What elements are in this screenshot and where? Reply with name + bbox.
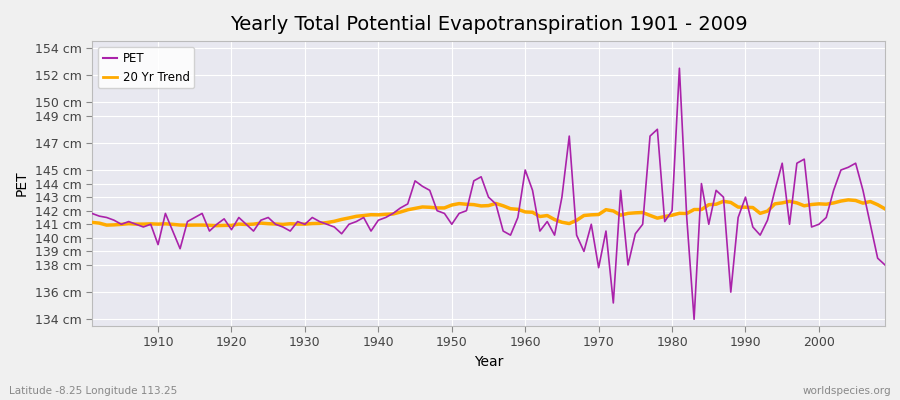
PET: [351, 219, 362, 224]
PET: [608, 300, 618, 305]
Y-axis label: PET: PET: [15, 171, 29, 196]
PET: [512, 215, 523, 220]
20 Yr Trend: [314, 221, 325, 226]
PET: [520, 168, 531, 172]
Legend: PET, 20 Yr Trend: PET, 20 Yr Trend: [98, 47, 194, 88]
20 Yr Trend: [358, 213, 369, 218]
Text: worldspecies.org: worldspecies.org: [803, 386, 891, 396]
PET: [86, 211, 97, 216]
PET: [674, 66, 685, 71]
Line: 20 Yr Trend: 20 Yr Trend: [92, 200, 885, 226]
PET: [145, 222, 156, 227]
20 Yr Trend: [879, 206, 890, 211]
20 Yr Trend: [86, 220, 97, 225]
X-axis label: Year: Year: [473, 355, 503, 369]
Text: Latitude -8.25 Longitude 113.25: Latitude -8.25 Longitude 113.25: [9, 386, 177, 396]
20 Yr Trend: [527, 210, 538, 215]
20 Yr Trend: [616, 213, 626, 218]
PET: [688, 317, 699, 322]
20 Yr Trend: [843, 198, 854, 202]
Line: PET: PET: [92, 68, 885, 319]
20 Yr Trend: [145, 222, 156, 226]
PET: [307, 215, 318, 220]
PET: [879, 262, 890, 267]
Title: Yearly Total Potential Evapotranspiration 1901 - 2009: Yearly Total Potential Evapotranspiratio…: [230, 15, 747, 34]
20 Yr Trend: [520, 210, 531, 214]
20 Yr Trend: [212, 223, 222, 228]
